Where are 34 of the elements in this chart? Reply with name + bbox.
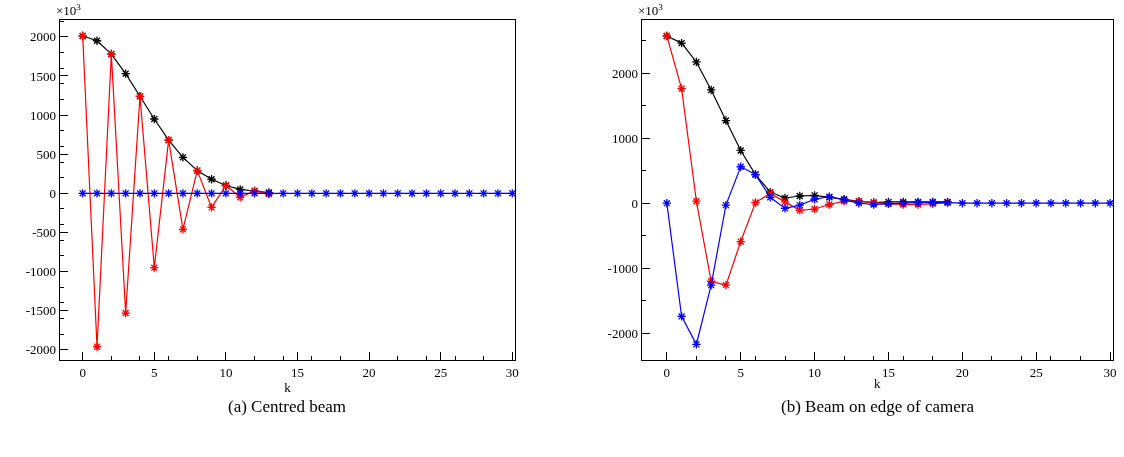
y-tick-label: -1000	[607, 260, 638, 276]
x-axis-title: k	[284, 379, 292, 395]
text: ×10$^{3}$	[638, 2, 664, 19]
y-tick-label: 2000	[30, 29, 57, 45]
y-tick-label: 2000	[611, 65, 638, 81]
text: (b) Beam on edge of camera	[781, 397, 975, 416]
y-tick-label: 0	[631, 195, 638, 211]
y-tick-label: 1500	[30, 68, 57, 84]
y-tick-label: -500	[32, 225, 57, 240]
x-tick-label: 25	[434, 364, 448, 380]
x-tick-label: 20	[362, 364, 376, 380]
y-tick-label: -1500	[25, 303, 57, 319]
x-tick-label: 30	[505, 364, 519, 380]
y-tick-label: -2000	[25, 342, 57, 358]
text: ×10$^{3}$	[56, 2, 82, 19]
y-tick-label: 500	[36, 146, 57, 162]
text: (a) Centred beam	[228, 397, 346, 416]
x-tick-label: 5	[737, 364, 744, 380]
x-tick-label: 10	[219, 364, 233, 380]
x-axis-title: k	[874, 376, 882, 392]
y-tick-label: 0	[49, 185, 57, 201]
y-tick-label: 1000	[30, 107, 57, 123]
x-tick-label: 15	[291, 364, 304, 380]
x-tick-label: 30	[1103, 364, 1117, 380]
x-tick-label: 15	[881, 364, 895, 380]
y-tick-label: 1000	[611, 130, 638, 146]
x-tick-label: 10	[808, 364, 822, 380]
y-tick-label: -1000	[25, 264, 57, 280]
x-tick-label: 0	[663, 364, 671, 380]
x-tick-label: 20	[955, 364, 969, 380]
x-tick-label: 5	[151, 364, 158, 380]
x-tick-label: 25	[1029, 364, 1043, 380]
y-tick-label: -2000	[607, 325, 638, 341]
x-tick-label: 0	[79, 364, 86, 380]
